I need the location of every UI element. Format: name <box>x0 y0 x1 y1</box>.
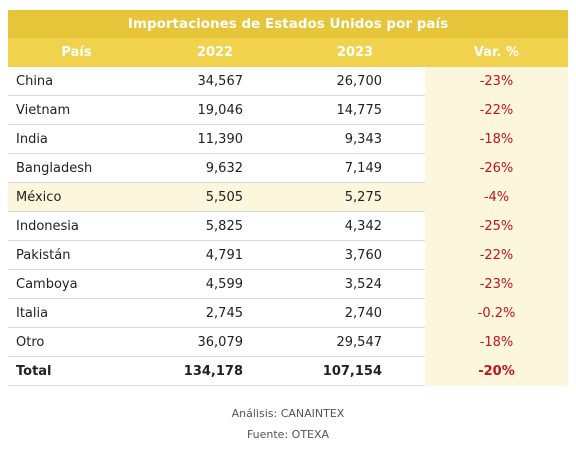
table-cell: -22% <box>425 241 568 270</box>
table-cell: 5,275 <box>344 190 382 205</box>
table-cell: China <box>16 74 54 89</box>
table-cell: 9,632 <box>205 161 243 176</box>
table-cell: Bangladesh <box>16 161 93 176</box>
table-cell: Camboya <box>16 277 78 292</box>
table-row: Otro 36,079 29,547 -18% <box>8 328 568 357</box>
table-cell: Indonesia <box>16 219 79 234</box>
table-cell: 36,079 <box>197 335 244 350</box>
table-cell: 4,791 <box>205 248 243 263</box>
column-header: 2022 <box>145 38 285 67</box>
table-cell: 3,524 <box>344 277 382 292</box>
source-note: Fuente: OTEXA <box>246 428 330 441</box>
column-header: 2023 <box>285 38 425 67</box>
table-title: Importaciones de Estados Unidos por país <box>8 10 568 38</box>
table-cell: 5,825 <box>205 219 243 234</box>
table-row: México 5,505 5,275 -4% <box>8 183 568 212</box>
table-row: Pakistán 4,791 3,760 -22% <box>8 241 568 270</box>
table-cell: 9,343 <box>344 132 382 147</box>
table-cell: Otro <box>16 335 45 350</box>
table-cell: -26% <box>425 154 568 183</box>
table-cell: Italia <box>16 306 49 321</box>
column-header: Var. % <box>425 38 568 67</box>
table-cell: 5,505 <box>205 190 243 205</box>
table-cell: 14,775 <box>336 103 383 118</box>
table-cell: 3,760 <box>344 248 382 263</box>
table-cell: -0.2% <box>425 299 568 328</box>
total-row: Total 134,178 107,154 -20% <box>8 357 568 386</box>
table-cell: 4,342 <box>344 219 382 234</box>
table-row: China 34,567 26,700 -23% <box>8 67 568 96</box>
table-cell: -18% <box>425 328 568 357</box>
column-header: País <box>8 38 145 67</box>
table-cell: 19,046 <box>197 103 244 118</box>
table-cell: 2,740 <box>344 306 382 321</box>
table-cell: Pakistán <box>16 248 71 263</box>
table-cell: 7,149 <box>344 161 382 176</box>
table-cell: -22% <box>425 96 568 125</box>
table-cell: -18% <box>425 125 568 154</box>
table-cell: Vietnam <box>16 103 71 118</box>
table-cell: India <box>16 132 48 147</box>
table-cell: -4% <box>425 183 568 212</box>
table-cell: 107,154 <box>322 364 382 379</box>
table-row: Indonesia 5,825 4,342 -25% <box>8 212 568 241</box>
table-cell: -20% <box>425 357 568 386</box>
table-cell: Total <box>16 364 52 379</box>
table-row: Vietnam 19,046 14,775 -22% <box>8 96 568 125</box>
table-cell: 11,390 <box>197 132 244 147</box>
table-cell: -25% <box>425 212 568 241</box>
table-cell: México <box>16 190 62 205</box>
table-row: India 11,390 9,343 -18% <box>8 125 568 154</box>
table-row: Italia 2,745 2,740 -0.2% <box>8 299 568 328</box>
table-cell: 34,567 <box>197 74 244 89</box>
table-cell: 134,178 <box>183 364 243 379</box>
table-row: Bangladesh 9,632 7,149 -26% <box>8 154 568 183</box>
table-cell: 2,745 <box>205 306 243 321</box>
table-cell: 4,599 <box>205 277 243 292</box>
analysis-note: Análisis: CANAINTEX <box>231 407 345 420</box>
table-cell: -23% <box>425 270 568 299</box>
table-cell: 29,547 <box>336 335 383 350</box>
table-row: Camboya 4,599 3,524 -23% <box>8 270 568 299</box>
table-cell: -23% <box>425 67 568 96</box>
table-cell: 26,700 <box>336 74 383 89</box>
